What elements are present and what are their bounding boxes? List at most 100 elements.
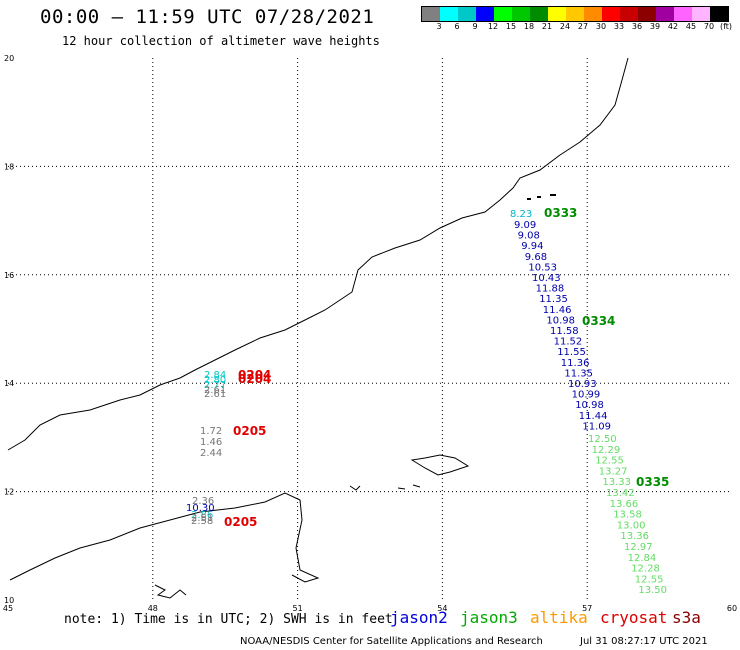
swh-value: 11.58 xyxy=(550,326,579,337)
swh-value: 11.35 xyxy=(564,368,593,379)
swh-value: 11.52 xyxy=(554,337,583,348)
swh-value: 13.50 xyxy=(638,585,667,596)
swh-value: 2.80 xyxy=(204,375,226,386)
swh-value: 2.84 xyxy=(204,370,226,381)
swh-value: 12.50 xyxy=(588,434,617,445)
swh-value: 10.99 xyxy=(572,390,601,401)
swh-value: 9.94 xyxy=(521,241,543,252)
socotra-island xyxy=(410,454,470,476)
swh-value: 10.43 xyxy=(532,273,561,284)
arabia-coast xyxy=(7,57,629,451)
legend-swatch xyxy=(710,7,728,21)
satellite-label-altika: altika xyxy=(530,608,588,627)
legend-swatch xyxy=(422,7,440,21)
swh-value: 12.97 xyxy=(624,542,653,553)
swh-value: 12.55 xyxy=(635,574,664,585)
pass-time-label: 0333 xyxy=(544,206,577,220)
swh-value: 2.44 xyxy=(200,448,222,459)
swh-value: 13.42 xyxy=(606,488,635,499)
legend-label: 45 xyxy=(685,22,697,31)
swh-value: 10.98 xyxy=(546,315,575,326)
swh-value: 11.36 xyxy=(561,358,590,369)
x-tick-label: 48 xyxy=(148,604,158,613)
y-tick-label: 14 xyxy=(4,379,14,388)
swh-value: 1.72 xyxy=(200,426,222,437)
swh-value: 12.28 xyxy=(631,564,660,575)
swh-value: 10.98 xyxy=(575,400,604,411)
legend-swatch xyxy=(458,7,476,21)
swh-value: 13.33 xyxy=(602,477,631,488)
satellite-label-jason3: jason3 xyxy=(460,608,518,627)
island-small xyxy=(412,484,421,488)
swh-value: 11.88 xyxy=(536,284,565,295)
generated-timestamp: Jul 31 08:27:17 UTC 2021 xyxy=(580,636,708,647)
legend-label: 70 xyxy=(703,22,715,31)
swh-value: 8.23 xyxy=(510,209,532,220)
swh-value: 13.00 xyxy=(617,520,646,531)
swh-value: 11.09 xyxy=(582,421,611,432)
swh-value: 13.36 xyxy=(620,531,649,542)
swh-value: 2.61 xyxy=(204,389,226,400)
swh-value: 1.46 xyxy=(200,437,222,448)
x-tick-label: 45 xyxy=(3,604,13,613)
swh-value: 2.36 xyxy=(192,496,214,507)
color-scale-legend xyxy=(421,6,729,22)
swh-value: 13.27 xyxy=(599,466,628,477)
x-tick-label: 57 xyxy=(582,604,592,613)
legend-swatch xyxy=(584,7,602,21)
legend-swatch xyxy=(566,7,584,21)
satellite-label-jason2: jason2 xyxy=(390,608,448,627)
y-tick-label: 20 xyxy=(4,54,14,63)
x-tick-label: 51 xyxy=(293,604,303,613)
legend-label: 30 xyxy=(595,22,607,31)
legend-label: 27 xyxy=(577,22,589,31)
observations: 8.239.099.089.949.6810.5310.4311.8811.35… xyxy=(186,206,669,596)
swh-value: 11.55 xyxy=(557,347,586,358)
swh-value: 10.93 xyxy=(568,379,597,390)
legend-label: 18 xyxy=(523,22,535,31)
island-small xyxy=(349,485,361,491)
legend-label: 21 xyxy=(541,22,553,31)
swh-value: 12.29 xyxy=(592,445,621,456)
pass-time-label: 0335 xyxy=(636,475,669,489)
y-tick-label: 16 xyxy=(4,271,14,280)
coast-detail xyxy=(154,584,187,599)
legend-swatch xyxy=(494,7,512,21)
pass-time-label: 0205 xyxy=(224,515,257,529)
legend-label: 42 xyxy=(667,22,679,31)
legend-label: 39 xyxy=(649,22,661,31)
graticule xyxy=(8,58,732,600)
y-tick-label: 12 xyxy=(4,488,14,497)
color-scale-unit: (ft) xyxy=(720,22,733,31)
x-tick-label: 54 xyxy=(437,604,447,613)
swh-value: 9.09 xyxy=(514,220,536,231)
swh-value: 12.84 xyxy=(628,553,657,564)
swh-value: 13.58 xyxy=(613,510,642,521)
swh-value: 11.44 xyxy=(579,411,608,422)
legend-label: 9 xyxy=(472,22,478,31)
legend-label: 12 xyxy=(487,22,499,31)
legend-swatch xyxy=(656,7,674,21)
swh-value: 11.35 xyxy=(539,294,568,305)
footer-note: note: 1) Time is in UTC; 2) SWH is in fe… xyxy=(64,612,393,627)
swh-value: 10.53 xyxy=(528,262,557,273)
legend-swatch xyxy=(512,7,530,21)
y-tick-label: 18 xyxy=(4,162,14,171)
credit-text: NOAA/NESDIS Center for Satellite Applica… xyxy=(240,636,543,647)
page-title: 00:00 – 11:59 UTC 07/28/2021 xyxy=(40,6,375,28)
legend-swatch xyxy=(602,7,620,21)
swh-value: 2.51 xyxy=(191,513,213,524)
page-subtitle: 12 hour collection of altimeter wave hei… xyxy=(62,34,380,48)
x-tick-label: 60 xyxy=(727,604,737,613)
pass-time-label: 0204 xyxy=(238,368,271,382)
satellite-label-s3a: s3a xyxy=(672,608,701,627)
legend-swatch xyxy=(530,7,548,21)
legend-label: 33 xyxy=(613,22,625,31)
swh-value: 2.61 xyxy=(204,385,226,396)
legend-label: 36 xyxy=(631,22,643,31)
color-scale-labels: 3 6 9 12 15 18 21 24 27 30 33 36 39 42 45 70 xyxy=(421,22,740,34)
swh-value: 12.55 xyxy=(595,456,624,467)
coastline xyxy=(7,57,629,599)
legend-swatch xyxy=(638,7,656,21)
